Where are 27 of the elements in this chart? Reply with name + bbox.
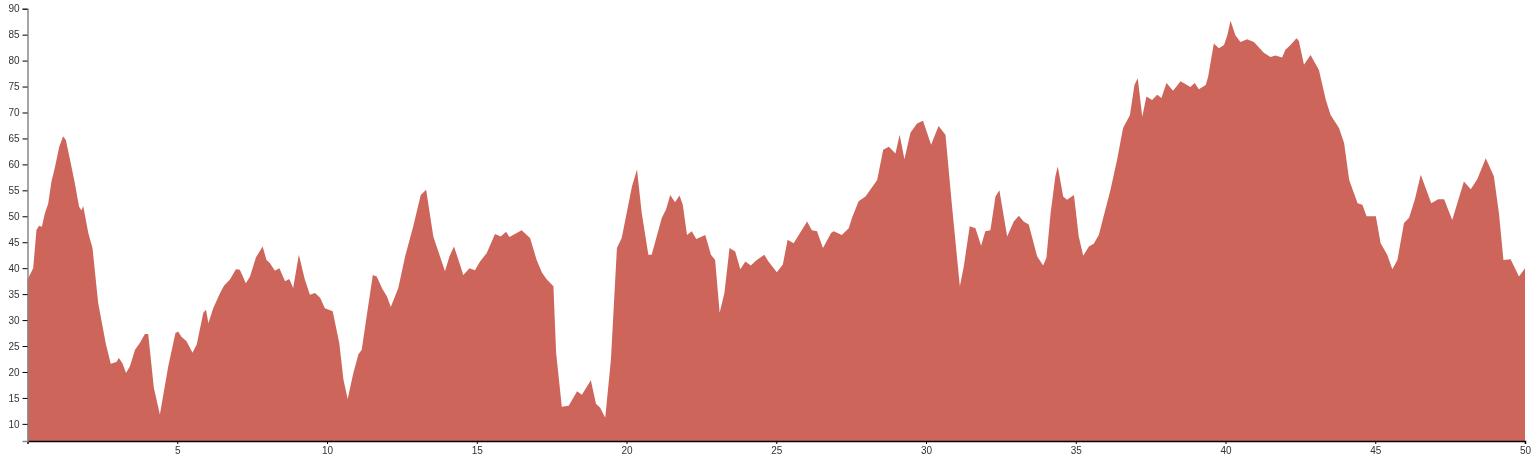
x-tick-label: 45 <box>1370 445 1382 457</box>
y-tick-label: 60 <box>8 159 20 171</box>
x-tick-label: 35 <box>1070 445 1083 457</box>
x-tick-label: 5 <box>174 445 181 457</box>
y-tick-label: 80 <box>8 55 20 67</box>
y-tick-label: 15 <box>8 392 20 404</box>
x-tick-label: 20 <box>621 445 633 457</box>
y-tick-label: 65 <box>8 133 20 145</box>
y-tick-label: 75 <box>8 81 20 93</box>
x-tick-label: 50 <box>1519 445 1532 457</box>
x-tick-label: 40 <box>1220 445 1232 457</box>
y-tick-label: 50 <box>8 210 20 222</box>
x-tick-label: 15 <box>471 445 484 457</box>
y-tick-label: 10 <box>8 418 20 430</box>
x-tick-label: 10 <box>321 445 334 457</box>
y-tick-label: 45 <box>8 236 20 248</box>
y-tick-label: 55 <box>8 185 20 197</box>
y-tick-label: 35 <box>8 288 20 300</box>
y-tick-label: 25 <box>8 340 20 352</box>
y-tick-label: 40 <box>8 262 20 274</box>
y-tick-label: 90 <box>8 3 20 15</box>
x-tick-label: 30 <box>920 445 933 457</box>
y-tick-label: 30 <box>8 314 20 326</box>
y-tick-label: 85 <box>8 29 20 41</box>
y-tick-label: 20 <box>8 366 20 378</box>
x-tick-label: 25 <box>771 445 783 457</box>
y-tick-label: 70 <box>8 107 20 119</box>
